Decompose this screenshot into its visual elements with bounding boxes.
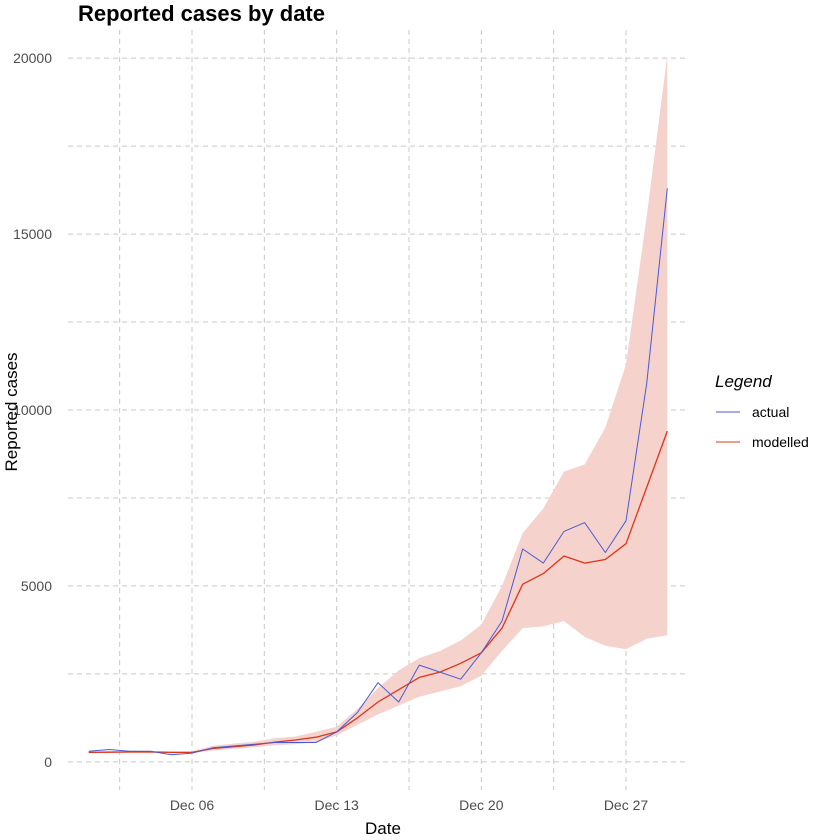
series-lines xyxy=(88,188,668,756)
chart-title: Reported cases by date xyxy=(78,1,325,26)
x-tick-label: Dec 27 xyxy=(604,797,649,813)
grid xyxy=(68,30,688,790)
legend-label-actual: actual xyxy=(752,404,789,420)
x-axis-ticks: Dec 06 Dec 13 Dec 20 Dec 27 xyxy=(170,797,649,813)
y-tick-label: 5000 xyxy=(21,578,52,594)
x-tick-label: Dec 06 xyxy=(170,797,215,813)
series-line-modelled xyxy=(88,430,668,754)
y-tick-label: 10000 xyxy=(13,402,52,418)
x-tick-label: Dec 13 xyxy=(314,797,359,813)
x-tick-label: Dec 20 xyxy=(459,797,504,813)
confidence-band xyxy=(88,54,668,754)
legend: Legend actual modelled xyxy=(715,372,809,450)
y-axis-title: Reported cases xyxy=(2,352,21,471)
y-axis-ticks: 0 5000 10000 15000 20000 xyxy=(13,50,52,770)
x-axis-title: Date xyxy=(365,819,401,838)
series-line-actual xyxy=(88,188,668,756)
legend-title: Legend xyxy=(715,372,772,391)
y-tick-label: 20000 xyxy=(13,50,52,66)
y-tick-label: 15000 xyxy=(13,226,52,242)
legend-label-modelled: modelled xyxy=(752,434,809,450)
band-modelled xyxy=(88,54,668,754)
y-tick-label: 0 xyxy=(44,754,52,770)
